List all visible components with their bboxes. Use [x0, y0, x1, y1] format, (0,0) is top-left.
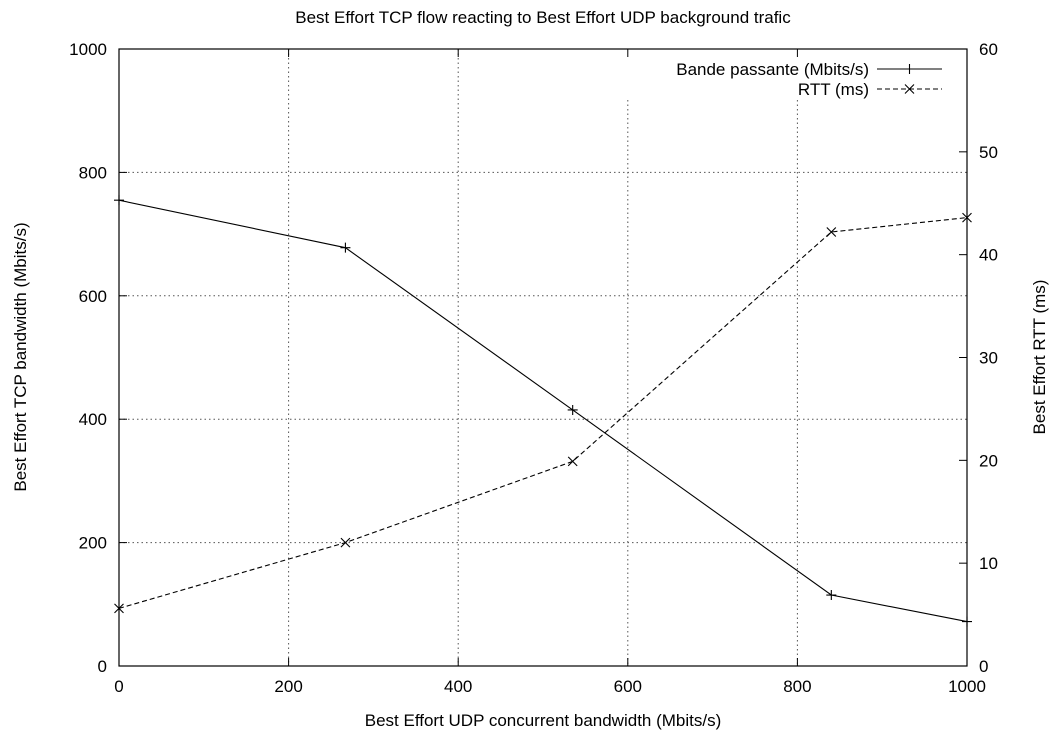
y2-tick-label: 0: [979, 657, 988, 676]
y2-tick-label: 40: [979, 246, 998, 265]
series-2-point: [962, 212, 972, 223]
y-tick-label: 0: [98, 657, 107, 676]
series-1-point: [114, 195, 124, 206]
y2-tick-label: 60: [979, 40, 998, 59]
y-tick-label: 800: [79, 163, 107, 182]
y2-tick-label: 20: [979, 451, 998, 470]
grid-lines: [119, 49, 967, 666]
y-tick-label: 600: [79, 287, 107, 306]
legend-label-1: Bande passante (Mbits/s): [676, 60, 869, 79]
y-axis-label: Best Effort TCP bandwidth (Mbits/s): [11, 222, 30, 491]
x-tick-label: 1000: [948, 677, 986, 696]
series-group: [114, 195, 972, 627]
series-2-point: [340, 537, 351, 548]
legend-marker-2: [904, 84, 915, 94]
x-tick-label: 600: [614, 677, 642, 696]
legend: Bande passante (Mbits/s)RTT (ms): [676, 60, 942, 99]
series-2: [114, 212, 972, 614]
legend-label-2: RTT (ms): [798, 80, 869, 99]
series-2-point: [826, 227, 837, 237]
y-tick-label: 200: [79, 534, 107, 553]
y2-tick-label: 10: [979, 554, 998, 573]
chart-title: Best Effort TCP flow reacting to Best Ef…: [295, 8, 791, 27]
x-tick-label: 400: [444, 677, 472, 696]
x-tick-label: 0: [114, 677, 123, 696]
y-tick-label: 1000: [69, 40, 107, 59]
series-1-point: [340, 242, 351, 253]
x-tick-label: 800: [783, 677, 811, 696]
series-2-point: [114, 603, 124, 614]
legend-marker-1: [904, 64, 915, 74]
x-axis-label: Best Effort UDP concurrent bandwidth (Mb…: [365, 711, 722, 730]
series-1: [114, 195, 972, 627]
y2-tick-label: 30: [979, 349, 998, 368]
series-1-point: [962, 616, 972, 627]
y2-axis-label: Best Effort RTT (ms): [1030, 280, 1049, 435]
x-tick-label: 200: [274, 677, 302, 696]
series-1-point: [567, 404, 578, 415]
axis-ticks: 0 200 400 600 800 100002004006008001000010203…: [69, 40, 998, 696]
series-2-line: [118, 217, 968, 609]
series-2-point: [567, 456, 578, 467]
series-1-point: [826, 590, 837, 601]
y2-tick-label: 50: [979, 143, 998, 162]
y-tick-label: 400: [79, 410, 107, 429]
